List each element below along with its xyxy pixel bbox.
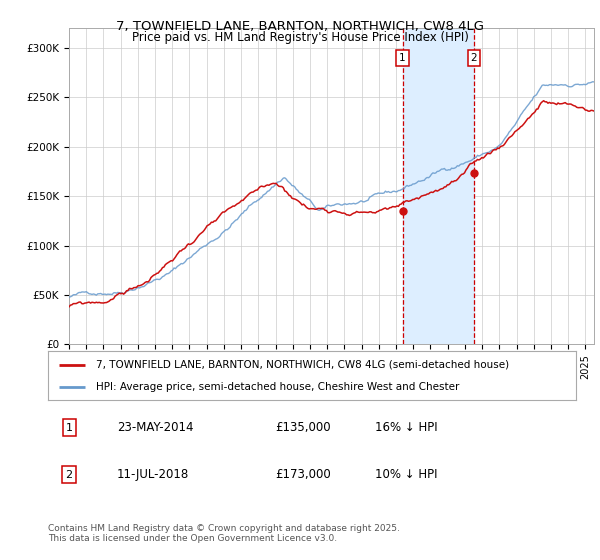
Text: 2: 2 xyxy=(65,470,73,479)
Text: £173,000: £173,000 xyxy=(275,468,331,481)
Text: 7, TOWNFIELD LANE, BARNTON, NORTHWICH, CW8 4LG: 7, TOWNFIELD LANE, BARNTON, NORTHWICH, C… xyxy=(116,20,484,32)
Text: Price paid vs. HM Land Registry's House Price Index (HPI): Price paid vs. HM Land Registry's House … xyxy=(131,31,469,44)
Text: 1: 1 xyxy=(65,423,73,432)
Text: 10% ↓ HPI: 10% ↓ HPI xyxy=(376,468,438,481)
Text: 2: 2 xyxy=(471,53,478,63)
Text: 1: 1 xyxy=(399,53,406,63)
Bar xyxy=(403,28,474,344)
Text: 16% ↓ HPI: 16% ↓ HPI xyxy=(376,421,438,434)
Text: 7, TOWNFIELD LANE, BARNTON, NORTHWICH, CW8 4LG (semi-detached house): 7, TOWNFIELD LANE, BARNTON, NORTHWICH, C… xyxy=(95,360,509,370)
Text: 23-MAY-2014: 23-MAY-2014 xyxy=(116,421,193,434)
Text: HPI: Average price, semi-detached house, Cheshire West and Chester: HPI: Average price, semi-detached house,… xyxy=(95,381,459,391)
Text: Contains HM Land Registry data © Crown copyright and database right 2025.
This d: Contains HM Land Registry data © Crown c… xyxy=(48,524,400,543)
Text: £135,000: £135,000 xyxy=(275,421,331,434)
Text: 11-JUL-2018: 11-JUL-2018 xyxy=(116,468,189,481)
